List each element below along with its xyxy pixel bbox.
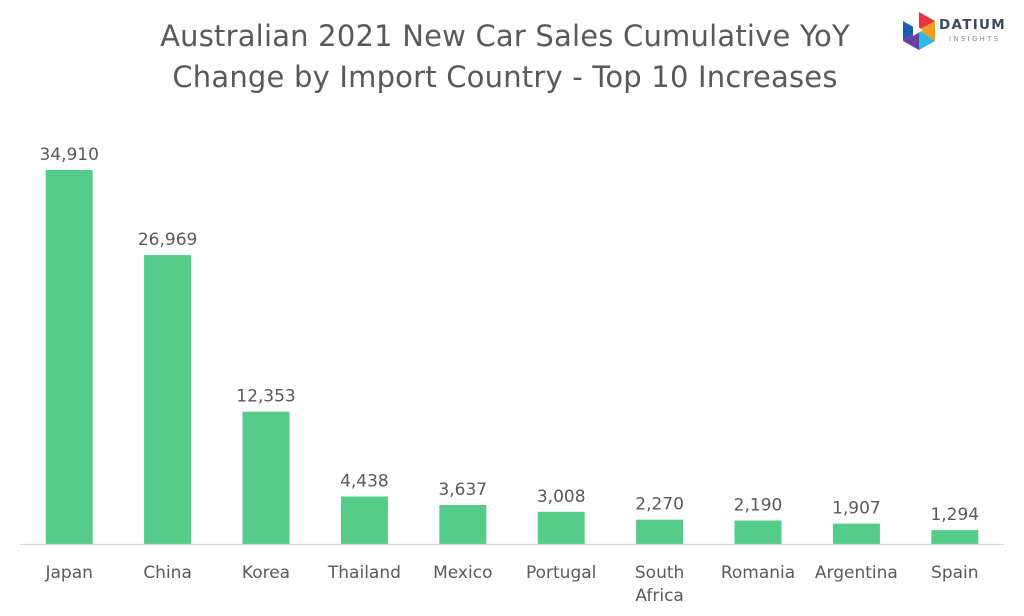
chart-title-line-2: Change by Import Country - Top 10 Increa…	[172, 60, 838, 94]
datium-logo: DATIUM INSIGHTS	[899, 10, 1019, 58]
logo-wordmark: DATIUM	[939, 17, 1007, 33]
category-label: Japan	[44, 563, 92, 583]
bar-thailand	[340, 496, 388, 544]
bar-argentina	[832, 523, 880, 544]
category-label: South Africa	[635, 563, 684, 606]
bar-spain	[931, 530, 979, 544]
category-label: Thailand	[327, 563, 401, 583]
category-label: Romania	[721, 563, 795, 583]
bar-korea	[242, 411, 290, 544]
bar-portugal	[537, 511, 585, 544]
category-labels-group: Japan China Korea Thailand Mexico Portugal Sou…	[44, 563, 978, 606]
value-label: 4,438	[340, 472, 389, 492]
value-label: 1,294	[930, 505, 979, 525]
bars-group	[45, 170, 979, 544]
bar-china	[144, 255, 192, 544]
category-label: China	[143, 563, 192, 583]
value-label: 12,353	[236, 387, 295, 407]
bar-japan	[45, 170, 93, 544]
value-label: 26,969	[138, 230, 197, 250]
bar-south-africa	[636, 519, 684, 544]
chart-title: Australian 2021 New Car Sales Cumulative…	[100, 16, 910, 98]
datium-logo-icon	[903, 12, 935, 50]
category-label: Korea	[242, 563, 290, 583]
value-label: 34,910	[39, 145, 98, 165]
value-label: 1,907	[832, 499, 881, 519]
bar-mexico	[439, 505, 487, 544]
value-label: 2,190	[734, 496, 783, 516]
value-label: 2,270	[635, 495, 684, 515]
category-label: Argentina	[815, 563, 898, 583]
value-label: 3,637	[438, 480, 487, 500]
value-label: 3,008	[537, 487, 586, 507]
category-label: Mexico	[433, 563, 492, 583]
category-label: Portugal	[526, 563, 596, 583]
category-label: Spain	[931, 563, 979, 583]
chart-title-line-1: Australian 2021 New Car Sales Cumulative…	[160, 19, 850, 53]
logo-tagline: INSIGHTS	[949, 35, 1001, 43]
bar-romania	[734, 520, 782, 544]
value-labels-group: 34,910 26,969 12,353 4,438 3,637 3,008 2,270 2,…	[39, 145, 979, 525]
